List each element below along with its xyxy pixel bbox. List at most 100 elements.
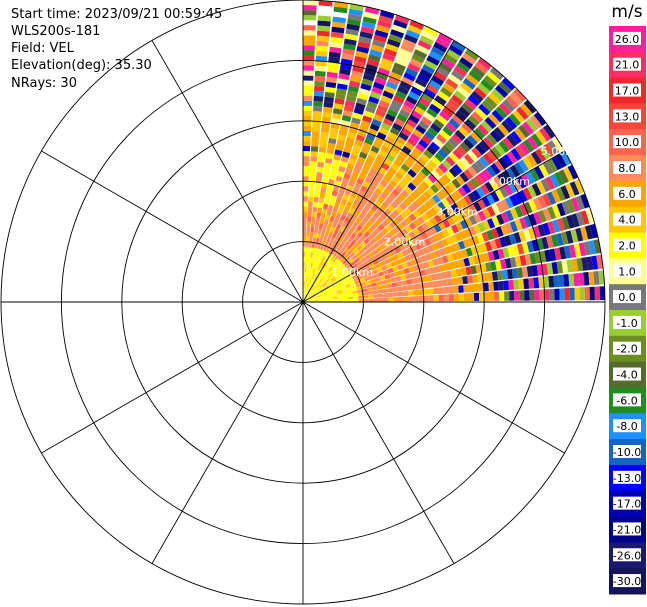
sector-gate <box>380 95 392 104</box>
sector-gate <box>428 288 434 295</box>
sector-gate <box>453 90 467 102</box>
sector-gate <box>303 181 309 187</box>
sector-gate <box>388 149 399 158</box>
sector-gate <box>312 296 318 299</box>
sector-gate <box>319 279 325 285</box>
sector-gate <box>417 157 427 167</box>
sector-gate <box>312 252 316 259</box>
sector-gate <box>344 100 356 108</box>
sector-gate <box>387 287 394 293</box>
sector-gate <box>347 276 354 282</box>
sector-gate <box>321 121 331 128</box>
sector-gate <box>416 225 425 234</box>
sector-gate <box>391 241 399 249</box>
sector-gate <box>424 130 436 141</box>
sector-gate <box>407 284 414 291</box>
sector-gate <box>323 269 329 275</box>
sector-gate <box>303 236 307 242</box>
sector-gate <box>303 186 309 192</box>
sector-gate <box>504 196 514 209</box>
colorbar-tick-label: 26.0 <box>615 33 640 46</box>
sector-gate <box>326 225 332 232</box>
sector-gate <box>331 278 337 283</box>
sector-gate <box>303 0 317 6</box>
sector-gate <box>570 197 581 212</box>
sector-gate <box>445 78 459 90</box>
sector-gate <box>359 248 366 255</box>
sector-gate <box>340 156 349 163</box>
sector-gate <box>501 269 509 280</box>
sector-gate <box>403 267 410 275</box>
sector-gate <box>464 98 477 111</box>
sector-gate <box>478 103 491 116</box>
elevation-label: Elevation(deg): 35.30 <box>11 58 152 73</box>
sector-gate <box>435 37 450 49</box>
sector-gate <box>332 159 340 166</box>
sector-gate <box>478 140 490 152</box>
sector-gate <box>455 222 464 232</box>
sector-gate <box>393 292 399 297</box>
sector-gate <box>511 268 519 279</box>
sector-gate <box>401 280 408 286</box>
sector-gate <box>424 268 431 276</box>
sector-gate <box>411 200 420 210</box>
sector-gate <box>357 156 366 164</box>
sector-gate <box>456 61 471 73</box>
sector-gate <box>396 230 404 239</box>
sector-gate <box>505 209 514 222</box>
sector-gate <box>321 256 326 262</box>
sector-gate <box>499 291 505 301</box>
sector-gate <box>491 88 505 102</box>
sector-gate <box>468 69 483 82</box>
sector-gate <box>401 145 412 155</box>
sector-gate <box>368 294 374 299</box>
sector-gate <box>376 285 383 290</box>
sector-gate <box>546 262 554 275</box>
sector-gate <box>418 289 424 296</box>
sector-gate <box>389 127 401 136</box>
sector-gate <box>535 148 547 163</box>
sector-gate <box>328 51 341 59</box>
sector-gate <box>465 266 472 275</box>
sector-gate <box>365 248 372 255</box>
sector-gate <box>483 292 490 301</box>
sector-gate <box>316 171 323 178</box>
sector-gate <box>422 282 429 289</box>
sector-gate <box>341 221 348 228</box>
sector-gate <box>448 167 459 178</box>
sector-gate <box>381 220 389 228</box>
sector-gate <box>372 290 379 295</box>
sector-gate <box>566 259 574 273</box>
sector-gate <box>350 75 362 83</box>
sector-gate <box>360 168 369 177</box>
sector-gate <box>419 240 427 249</box>
sector-gate <box>334 180 342 187</box>
sector-gate <box>321 177 329 184</box>
sector-gate <box>420 153 431 163</box>
sector-gate <box>313 274 317 280</box>
sector-gate <box>529 289 535 301</box>
sector-gate <box>303 130 311 137</box>
sector-gate <box>303 90 313 96</box>
sector-gate <box>537 224 546 237</box>
sector-gate <box>306 294 311 299</box>
sector-gate <box>481 196 491 208</box>
sector-gate <box>461 52 477 65</box>
sector-gate <box>315 176 322 183</box>
sector-gate <box>323 101 334 108</box>
sector-gate <box>322 274 327 280</box>
sector-gate <box>303 60 315 66</box>
sector-gate <box>326 209 332 216</box>
sector-gate <box>358 275 364 281</box>
sector-gate <box>379 62 392 72</box>
sector-gate <box>313 232 318 238</box>
sector-gate <box>338 165 346 173</box>
sector-gate <box>383 258 391 265</box>
sector-gate <box>446 216 455 226</box>
sector-gate <box>468 114 480 127</box>
sector-gate <box>314 85 325 92</box>
sector-gate <box>484 241 493 252</box>
sector-gate <box>311 293 316 297</box>
sector-gate <box>382 288 389 294</box>
sector-gate <box>318 151 326 158</box>
